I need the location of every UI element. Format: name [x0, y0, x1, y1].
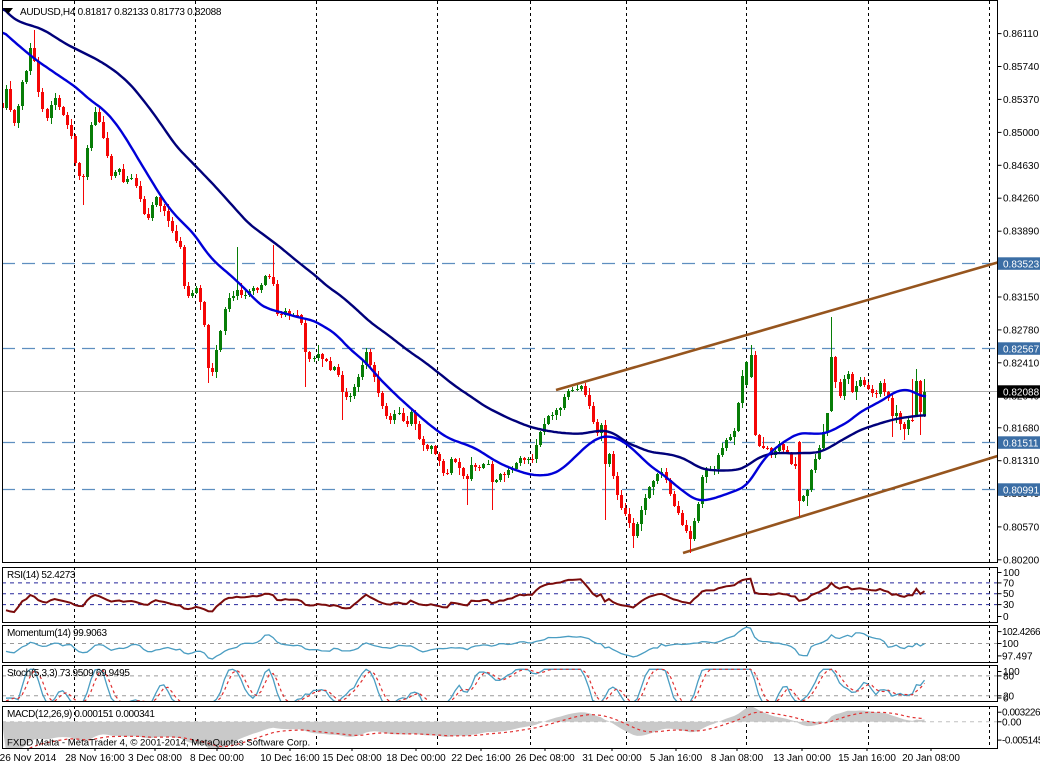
svg-text:0.82410: 0.82410	[1003, 358, 1040, 369]
svg-text:18 Dec 00:00: 18 Dec 00:00	[386, 753, 446, 764]
svg-text:0: 0	[1003, 612, 1009, 623]
svg-text:MACD(12,26,9) 0.000151 0.00034: MACD(12,26,9) 0.000151 0.000341	[7, 709, 155, 720]
svg-text:22 Dec 16:00: 22 Dec 16:00	[451, 753, 511, 764]
svg-text:0: 0	[1003, 694, 1009, 705]
svg-text:0.81310: 0.81310	[1003, 456, 1040, 467]
svg-text:8 Dec 00:00: 8 Dec 00:00	[190, 753, 244, 764]
svg-text:Momentum(14) 99.9063: Momentum(14) 99.9063	[7, 628, 108, 639]
svg-text:0.85740: 0.85740	[1003, 62, 1040, 73]
svg-text:100: 100	[1003, 667, 1020, 678]
svg-text:10 Dec 16:00: 10 Dec 16:00	[260, 753, 320, 764]
svg-text:100: 100	[1003, 568, 1020, 579]
svg-text:13 Jan 00:00: 13 Jan 00:00	[773, 753, 831, 764]
svg-text:15 Jan 16:00: 15 Jan 16:00	[838, 753, 896, 764]
svg-text:30: 30	[1003, 600, 1015, 611]
svg-text:0.85000: 0.85000	[1003, 128, 1040, 139]
svg-text:26 Nov 2014: 26 Nov 2014	[0, 753, 57, 764]
svg-text:0.00: 0.00	[1002, 717, 1022, 728]
svg-text:31 Dec 00:00: 31 Dec 00:00	[582, 753, 642, 764]
svg-text:FXDD Malta - MetaTrader 4, © 2: FXDD Malta - MetaTrader 4, © 2001-2014, …	[7, 738, 310, 749]
svg-text:-0.005145: -0.005145	[1002, 736, 1040, 747]
svg-text:0.84630: 0.84630	[1003, 161, 1040, 172]
svg-text:0.83523: 0.83523	[1003, 259, 1040, 270]
svg-text:0.81680: 0.81680	[1003, 423, 1040, 434]
svg-text:8 Jan 08:00: 8 Jan 08:00	[711, 753, 764, 764]
svg-text:0.80200: 0.80200	[1003, 555, 1040, 566]
svg-text:0.83150: 0.83150	[1003, 293, 1040, 304]
svg-text:0.83890: 0.83890	[1003, 227, 1040, 238]
svg-text:0.80570: 0.80570	[1003, 522, 1040, 533]
svg-text:0.80991: 0.80991	[1003, 485, 1040, 496]
svg-text:0.82780: 0.82780	[1003, 325, 1040, 336]
svg-text:0.86110: 0.86110	[1003, 29, 1039, 40]
svg-text:0.82567: 0.82567	[1003, 344, 1040, 355]
svg-text:0.003226: 0.003226	[1002, 708, 1040, 719]
svg-text:20 Jan 08:00: 20 Jan 08:00	[902, 753, 960, 764]
svg-text:AUDUSD,H4 0.81817 0.82133 0.8: AUDUSD,H4 0.81817 0.82133 0.81773 0.8208…	[20, 7, 222, 18]
svg-text:3 Dec 08:00: 3 Dec 08:00	[128, 753, 182, 764]
svg-text:0.85370: 0.85370	[1003, 95, 1040, 106]
svg-text:28 Nov 16:00: 28 Nov 16:00	[65, 753, 125, 764]
svg-text:20: 20	[1003, 691, 1015, 702]
svg-text:RSI(14) 52.4273: RSI(14) 52.4273	[7, 570, 76, 581]
svg-text:0.84260: 0.84260	[1003, 194, 1040, 205]
svg-text:100: 100	[1002, 639, 1019, 650]
svg-text:102.4266: 102.4266	[1002, 627, 1040, 638]
svg-text:50: 50	[1003, 589, 1015, 600]
svg-text:15 Dec 08:00: 15 Dec 08:00	[322, 753, 382, 764]
svg-text:70: 70	[1003, 578, 1015, 589]
svg-text:97.497: 97.497	[1002, 651, 1033, 662]
svg-text:5 Jan 16:00: 5 Jan 16:00	[650, 753, 703, 764]
svg-text:0.82088: 0.82088	[1003, 387, 1040, 398]
svg-text:80: 80	[1003, 671, 1015, 682]
svg-text:0.81511: 0.81511	[1003, 438, 1039, 449]
svg-text:Stoch(5,3,3) 73.9509 69.9495: Stoch(5,3,3) 73.9509 69.9495	[7, 668, 130, 679]
svg-text:26 Dec 08:00: 26 Dec 08:00	[515, 753, 575, 764]
